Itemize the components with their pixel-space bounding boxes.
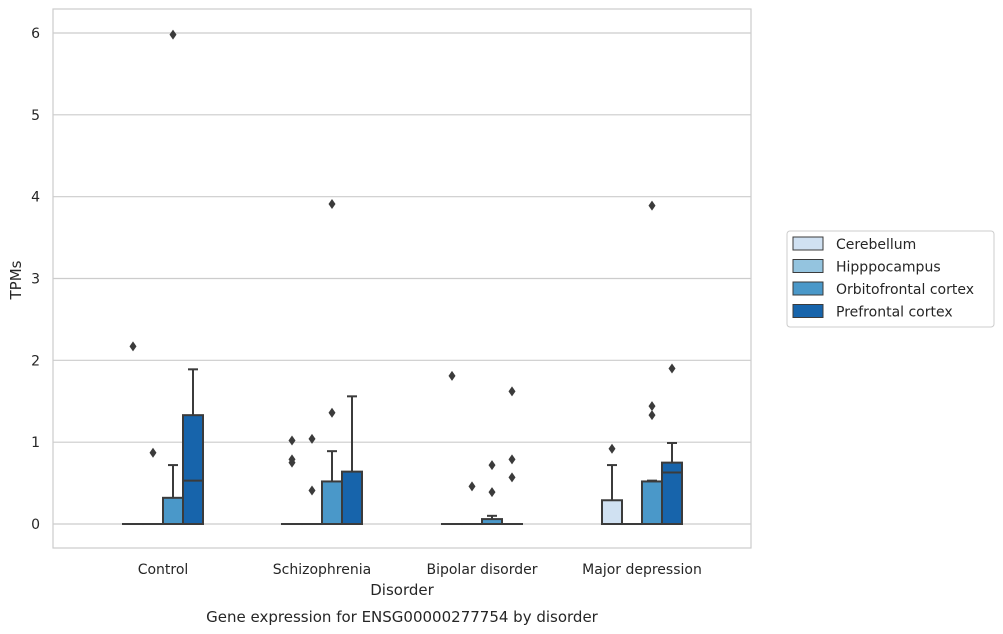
y-tick-label: 4: [31, 190, 40, 206]
box-element: [481, 460, 503, 526]
box-element: [162, 29, 184, 525]
outlier-point: [648, 401, 656, 412]
box-element: [641, 200, 663, 525]
y-tick-label: 5: [31, 108, 40, 124]
x-axis-title: Disorder: [370, 581, 434, 599]
legend-frame: [786, 230, 995, 328]
outlier-point: [308, 485, 316, 496]
outlier-point: [488, 460, 496, 471]
plot-area-frame: [52, 8, 752, 549]
outlier-point: [668, 363, 676, 374]
x-tick-label: Major depression: [582, 562, 702, 578]
box-element: [661, 363, 683, 525]
outlier-point: [648, 200, 656, 211]
outlier-point: [508, 386, 516, 397]
outlier-point: [288, 457, 296, 468]
box-element: [301, 433, 323, 526]
box-element: [122, 341, 144, 526]
x-tick-label: Schizophrenia: [273, 562, 371, 578]
box-rect: [341, 470, 363, 526]
outlier-point: [508, 454, 516, 465]
outlier-point: [468, 481, 476, 492]
y-tick-labels: 0 1 2 3 4 5 6: [31, 26, 40, 533]
outlier-point: [508, 472, 516, 483]
legend-label: Prefrontal cortex: [836, 305, 953, 321]
x-tick-labels: Control Schizophrenia Bipolar disorder Majo…: [138, 562, 702, 578]
legend-swatch: [792, 236, 824, 251]
box-rect: [162, 496, 184, 525]
outlier-point: [608, 443, 616, 454]
legend-swatch: [792, 304, 824, 318]
y-tick-label: 1: [31, 435, 40, 451]
box-rect: [641, 480, 663, 525]
y-tick-label: 6: [31, 26, 40, 42]
x-tick-label: Control: [138, 562, 189, 578]
outlier-point: [488, 487, 496, 498]
legend-label: Cerebellum: [836, 237, 916, 253]
y-axis-title: TPMs: [7, 260, 25, 300]
outlier-point: [129, 341, 137, 352]
outlier-point: [169, 29, 177, 40]
legend: Cerebellum Hipppocampus Orbitofrontal cort…: [786, 230, 995, 328]
outlier-point: [328, 199, 336, 210]
gridlines: [53, 32, 751, 525]
outlier-point: [149, 447, 157, 458]
box-element: [142, 447, 164, 526]
box-element: [461, 481, 483, 526]
box-rect: [321, 480, 343, 525]
y-tick-label: 3: [31, 272, 40, 288]
box-element: [182, 368, 204, 525]
y-tick-label: 0: [31, 517, 40, 533]
x-tick-label: Bipolar disorder: [426, 562, 537, 578]
legend-swatch: [792, 259, 824, 273]
boxes: [122, 29, 683, 526]
box-element: [601, 443, 623, 526]
box-rect: [601, 499, 623, 526]
outlier-point: [448, 370, 456, 381]
box-element: [321, 199, 343, 525]
box-element: [501, 386, 523, 526]
legend-swatch: [792, 281, 824, 296]
outlier-point: [308, 433, 316, 444]
box-element: [441, 370, 463, 526]
legend-label: Orbitofrontal cortex: [836, 282, 974, 298]
outlier-point: [648, 410, 656, 421]
outlier-point: [288, 435, 296, 446]
legend-label: Hipppocampus: [836, 260, 941, 276]
box-element: [281, 435, 303, 526]
outlier-point: [328, 407, 336, 418]
chart-caption: Gene expression for ENSG00000277754 by d…: [206, 608, 599, 626]
y-tick-label: 2: [31, 353, 40, 369]
box-element: [341, 395, 363, 526]
box-rect: [182, 414, 204, 525]
